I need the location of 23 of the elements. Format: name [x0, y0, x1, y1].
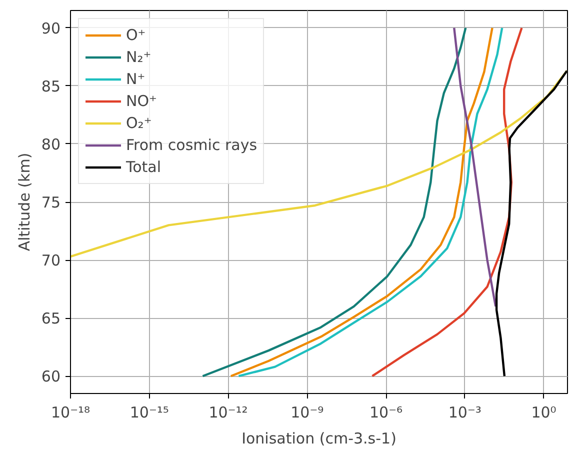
y-tick-label: 65 — [41, 310, 61, 328]
x-tick-label: 10⁻³ — [448, 404, 482, 422]
x-tick-label: 10⁻¹⁸ — [50, 404, 90, 422]
x-tick-label: 10⁰ — [531, 404, 556, 422]
y-tick-label: 85 — [41, 77, 61, 96]
x-axis-title: Ionisation (cm-3.s-1) — [242, 430, 396, 448]
legend-label: NO⁺ — [126, 92, 157, 110]
legend-label: Total — [126, 158, 162, 176]
x-tick-label: 10⁻¹⁵ — [130, 404, 169, 422]
y-tick-label: 60 — [41, 368, 61, 386]
y-tick-label: 75 — [41, 194, 61, 212]
y-axis-title: Altitude (km) — [15, 152, 34, 252]
x-tick-label: 10⁻⁹ — [290, 404, 324, 422]
y-tick-label: 70 — [41, 252, 61, 270]
x-tick-label: 10⁻¹² — [208, 404, 248, 422]
y-tick-label: 80 — [41, 135, 61, 154]
legend-label: N⁺ — [126, 70, 146, 88]
legend-label: O⁺ — [126, 26, 146, 44]
y-tick-label: 90 — [41, 19, 61, 38]
x-tick-label: 10⁻⁶ — [369, 404, 403, 422]
legend-label: From cosmic rays — [126, 136, 258, 154]
legend-label: O₂⁺ — [126, 114, 152, 132]
legend-label: N₂⁺ — [126, 48, 152, 66]
